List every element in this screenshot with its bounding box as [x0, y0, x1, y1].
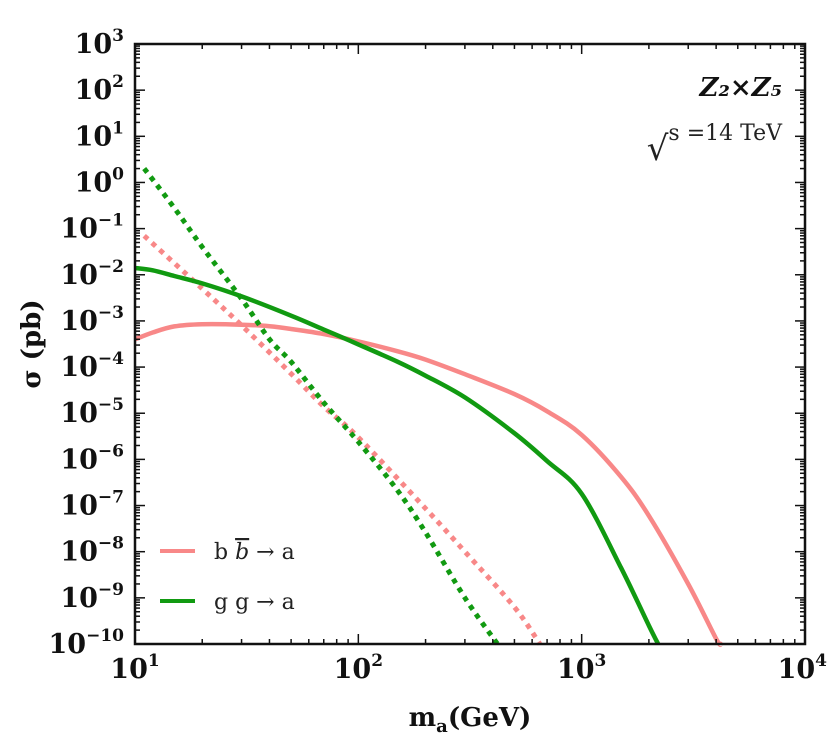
y-axis-title: σ (pb) — [17, 299, 47, 388]
y-tick-label: 10−8 — [60, 534, 124, 568]
y-tick-label: 102 — [75, 72, 124, 106]
y-tick-labels: 103 102 101 100 10−1 10−2 10−3 10−4 10−5 10−6 10−7… — [49, 26, 125, 660]
y-tick-label: 10−9 — [60, 580, 124, 614]
energy-annotation: √s =14 TeV — [647, 121, 783, 169]
x-tick-label: 103 — [557, 651, 606, 685]
y-tick-label: 10−6 — [60, 441, 124, 475]
y-tick-label: 10−5 — [60, 395, 124, 429]
series-line — [134, 265, 661, 645]
y-tick-label: 10−1 — [60, 211, 124, 245]
y-tick-label: 10−10 — [49, 626, 125, 660]
x-tick-label: 102 — [334, 651, 383, 685]
series-line — [142, 167, 500, 646]
model-annotation: Z₂×Z₅ — [698, 73, 782, 103]
y-tick-label: 10−3 — [60, 303, 124, 337]
series-line — [142, 233, 542, 646]
y-tick-label: 101 — [75, 118, 124, 152]
y-tick-label: 103 — [75, 26, 124, 60]
sqrt-symbol: √ — [647, 129, 669, 169]
series-line — [134, 321, 723, 648]
x-axis-title-main: m — [409, 703, 437, 733]
x-axis-title-unit: (GeV) — [448, 703, 532, 733]
series-layer — [134, 167, 723, 648]
y-tick-label: 100 — [75, 164, 125, 198]
y-tick-label: 10−2 — [60, 257, 124, 291]
legend-label-gg: g g → a — [214, 590, 295, 615]
y-tick-label: 10−7 — [60, 488, 124, 522]
plot-frame — [133, 42, 807, 646]
x-tick-labels: 101 102 103 104 — [110, 651, 827, 685]
x-tick-label: 101 — [110, 651, 159, 685]
legend-label-bb-bbar: b — [235, 540, 249, 565]
y-tick-label: 10−4 — [60, 349, 124, 383]
x-tick-label: 104 — [778, 651, 828, 685]
x-axis-title-sub: a — [436, 716, 448, 737]
legend-label-bb-part1: b — [214, 540, 235, 565]
energy-text: s =14 TeV — [668, 121, 783, 146]
x-axis-title: ma(GeV) — [409, 703, 532, 737]
legend-label-bb-part3: → a — [249, 540, 295, 565]
legend: b b → a g g → a — [160, 540, 295, 615]
legend-label-bb: b b → a — [214, 540, 295, 565]
